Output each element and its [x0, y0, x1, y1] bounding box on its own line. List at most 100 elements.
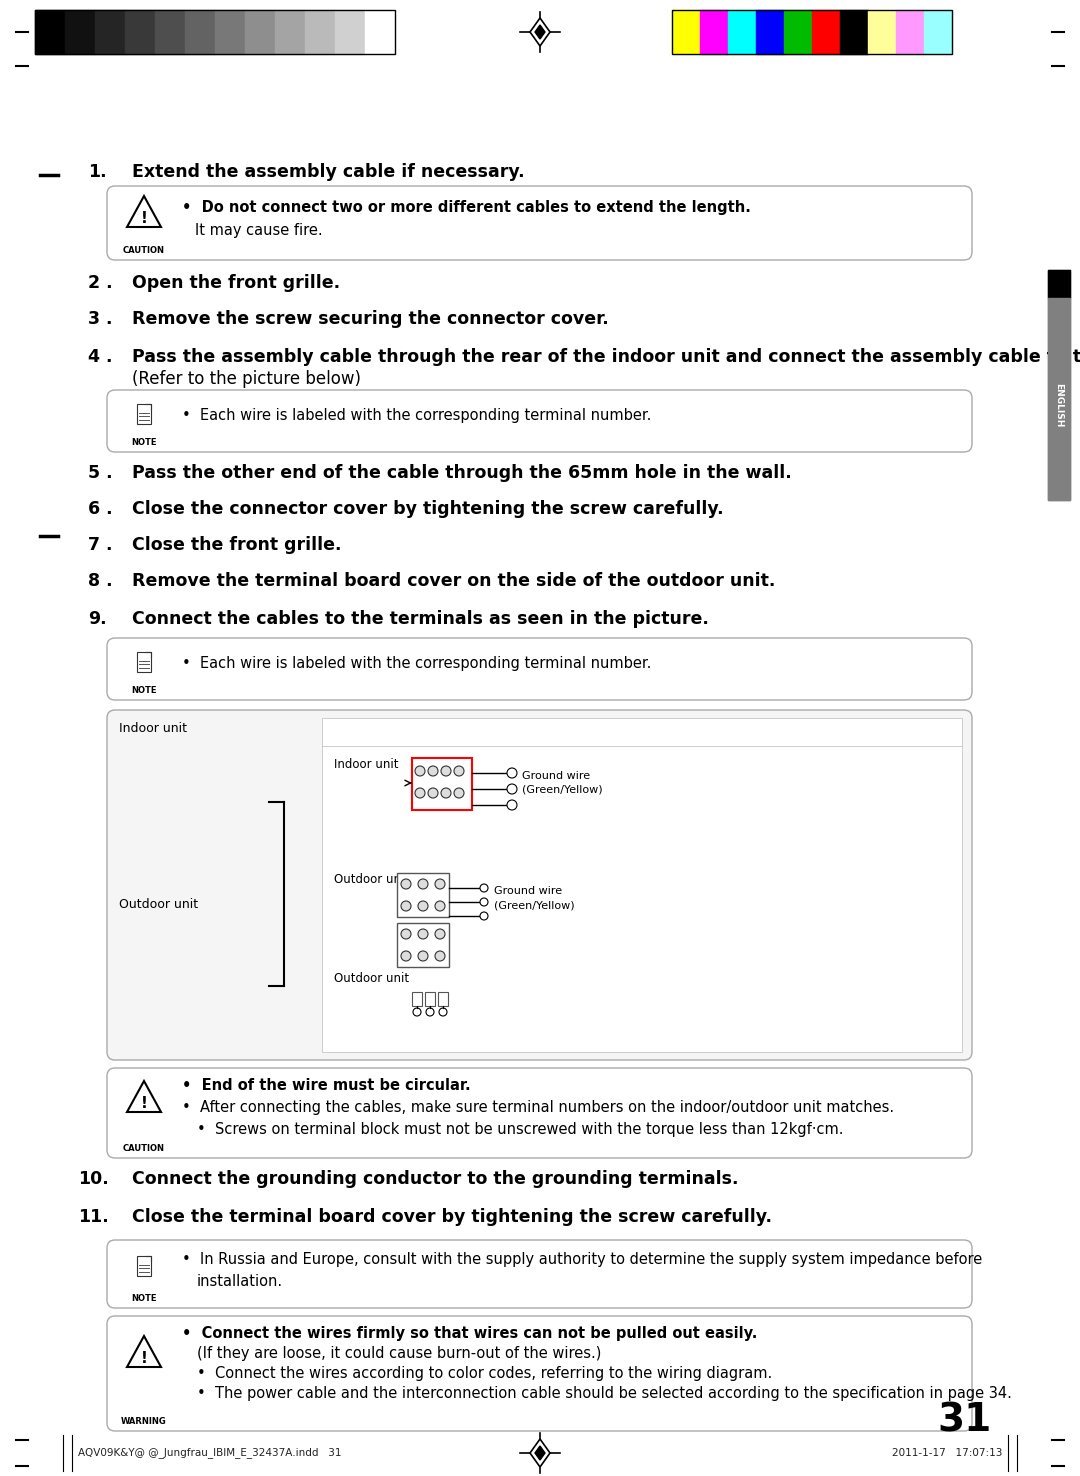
- Text: 5 .: 5 .: [87, 463, 112, 483]
- Bar: [119, 928, 269, 1044]
- Text: 10.: 10.: [78, 1170, 109, 1188]
- FancyBboxPatch shape: [107, 1069, 972, 1159]
- Circle shape: [413, 1008, 421, 1015]
- Bar: [728, 10, 756, 55]
- Bar: [411, 759, 472, 810]
- Bar: [756, 10, 784, 55]
- Bar: [119, 751, 269, 779]
- FancyBboxPatch shape: [107, 710, 972, 1060]
- Text: •  Each wire is labeled with the corresponding terminal number.: • Each wire is labeled with the correspo…: [183, 655, 651, 672]
- Text: •  After connecting the cables, make sure terminal numbers on the indoor/outdoor: • After connecting the cables, make sure…: [183, 1100, 894, 1114]
- Bar: [227, 784, 244, 849]
- Circle shape: [415, 766, 426, 776]
- Circle shape: [428, 766, 438, 776]
- Text: Indoor unit: Indoor unit: [119, 722, 187, 735]
- Circle shape: [415, 788, 426, 799]
- Bar: [185, 784, 202, 849]
- Text: Ground wire: Ground wire: [494, 886, 562, 896]
- Polygon shape: [530, 18, 550, 46]
- Bar: [365, 10, 395, 55]
- Circle shape: [418, 900, 428, 911]
- Text: 7 .: 7 .: [87, 536, 112, 554]
- Text: 8 .: 8 .: [87, 573, 112, 590]
- Circle shape: [480, 897, 488, 906]
- Text: (Green/Yellow): (Green/Yellow): [522, 785, 603, 796]
- Bar: [672, 10, 700, 55]
- Circle shape: [507, 800, 517, 810]
- Bar: [164, 784, 181, 849]
- Text: Outdoor unit: Outdoor unit: [334, 872, 409, 886]
- Text: 6 .: 6 .: [87, 500, 112, 518]
- Text: •  Connect the wires according to color codes, referring to the wiring diagram.: • Connect the wires according to color c…: [197, 1365, 772, 1382]
- Bar: [1048, 298, 1070, 500]
- Circle shape: [480, 912, 488, 920]
- Bar: [305, 10, 335, 55]
- Circle shape: [441, 766, 451, 776]
- Bar: [840, 10, 868, 55]
- Bar: [896, 10, 924, 55]
- Text: 4 .: 4 .: [87, 348, 112, 366]
- Text: 9.: 9.: [87, 610, 107, 627]
- Text: Remove the screw securing the connector cover.: Remove the screw securing the connector …: [132, 310, 609, 328]
- FancyBboxPatch shape: [137, 404, 151, 424]
- Text: •  Connect the wires firmly so that wires can not be pulled out easily.: • Connect the wires firmly so that wires…: [183, 1325, 757, 1342]
- Bar: [868, 10, 896, 55]
- Circle shape: [435, 900, 445, 911]
- Text: 2 .: 2 .: [87, 275, 112, 292]
- Bar: [322, 717, 962, 1052]
- Text: Outdoor unit: Outdoor unit: [119, 897, 198, 911]
- Bar: [127, 759, 157, 772]
- Text: 31: 31: [937, 1401, 993, 1439]
- Circle shape: [186, 977, 202, 993]
- Text: Connect the cables to the terminals as seen in the picture.: Connect the cables to the terminals as s…: [132, 610, 708, 627]
- Bar: [172, 759, 202, 772]
- Text: Outdoor unit: Outdoor unit: [334, 973, 409, 984]
- Text: Close the terminal board cover by tightening the screw carefully.: Close the terminal board cover by tighte…: [132, 1207, 772, 1227]
- Bar: [122, 784, 139, 849]
- Text: AQV09K&Y@ @_Jungfrau_IBIM_E_32437A.indd   31: AQV09K&Y@ @_Jungfrau_IBIM_E_32437A.indd …: [78, 1448, 341, 1458]
- Circle shape: [418, 880, 428, 889]
- Circle shape: [401, 928, 411, 939]
- Text: •  Each wire is labeled with the corresponding terminal number.: • Each wire is labeled with the correspo…: [183, 407, 651, 424]
- Text: Close the front grille.: Close the front grille.: [132, 536, 341, 554]
- Bar: [397, 922, 449, 967]
- Text: •  Screws on terminal block must not be unscrewed with the torque less than 12kg: • Screws on terminal block must not be u…: [197, 1122, 843, 1137]
- Bar: [215, 10, 245, 55]
- Bar: [335, 10, 365, 55]
- Circle shape: [480, 884, 488, 892]
- Text: !: !: [140, 1351, 148, 1365]
- Bar: [1048, 270, 1070, 500]
- Bar: [143, 784, 160, 849]
- Bar: [65, 10, 95, 55]
- Text: Connect the grounding conductor to the grounding terminals.: Connect the grounding conductor to the g…: [132, 1170, 739, 1188]
- Polygon shape: [127, 1080, 161, 1111]
- Bar: [156, 10, 185, 55]
- FancyBboxPatch shape: [107, 638, 972, 700]
- Bar: [35, 10, 65, 55]
- Text: NOTE: NOTE: [132, 1294, 157, 1303]
- Text: CAUTION: CAUTION: [123, 1144, 165, 1153]
- Bar: [275, 10, 305, 55]
- Text: Ground wire: Ground wire: [522, 770, 590, 781]
- Bar: [95, 10, 125, 55]
- Bar: [217, 759, 247, 772]
- Bar: [397, 872, 449, 917]
- Text: ENGLISH: ENGLISH: [1054, 382, 1064, 427]
- Text: NOTE: NOTE: [132, 438, 157, 447]
- Circle shape: [426, 1008, 434, 1015]
- Bar: [784, 10, 812, 55]
- Polygon shape: [127, 1336, 161, 1367]
- Circle shape: [454, 788, 464, 799]
- Bar: [185, 10, 215, 55]
- Circle shape: [418, 951, 428, 961]
- Circle shape: [428, 788, 438, 799]
- Bar: [1048, 270, 1070, 298]
- Bar: [812, 10, 840, 55]
- Text: •  Do not connect two or more different cables to extend the length.: • Do not connect two or more different c…: [183, 201, 751, 215]
- Circle shape: [438, 1008, 447, 1015]
- Text: Indoor unit: Indoor unit: [334, 759, 399, 770]
- Polygon shape: [127, 196, 161, 227]
- Polygon shape: [530, 1439, 550, 1467]
- Circle shape: [172, 964, 216, 1008]
- Circle shape: [507, 784, 517, 794]
